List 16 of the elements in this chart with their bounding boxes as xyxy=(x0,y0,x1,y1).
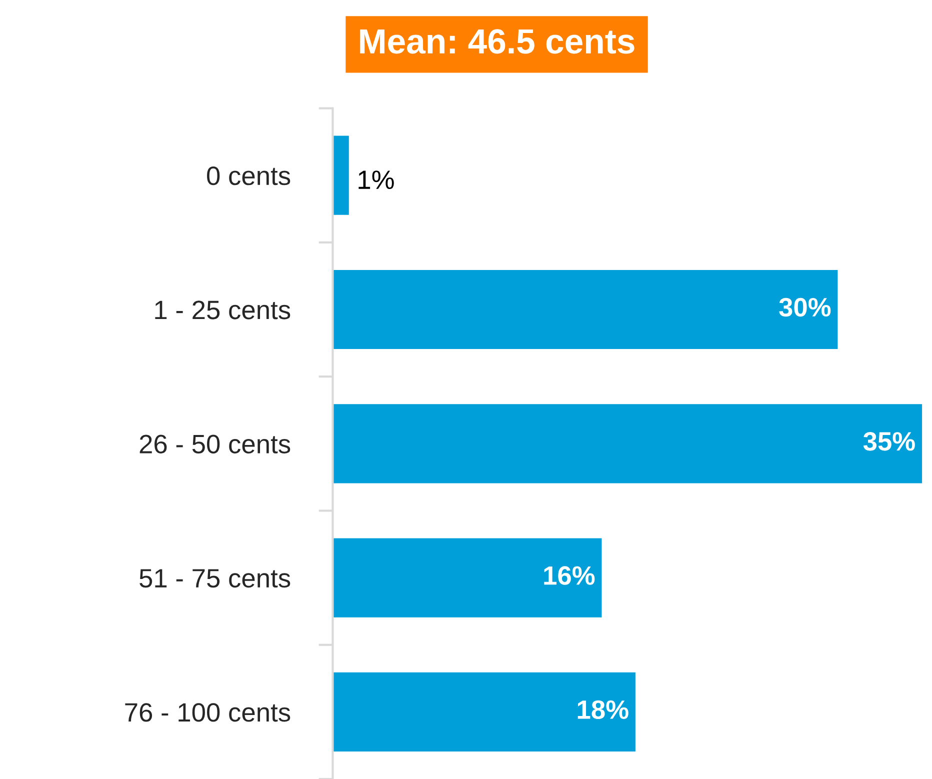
y-tick-label: 51 - 75 cents xyxy=(140,569,290,588)
data-label: 30% xyxy=(779,298,831,317)
y-tick-label: 1 - 25 cents xyxy=(155,300,290,320)
data-label: 16% xyxy=(544,566,595,585)
bar xyxy=(332,536,604,619)
y-tick-label: 26 - 50 cents xyxy=(140,434,290,454)
data-label: 18% xyxy=(578,700,628,720)
bar xyxy=(332,670,637,753)
data-label: 1% xyxy=(358,170,394,190)
y-tick-label: 76 - 100 cents xyxy=(125,703,290,722)
data-label: 35% xyxy=(863,432,915,451)
bar xyxy=(332,134,350,216)
chart-title: Mean: 46.5 cents xyxy=(360,29,634,54)
bar xyxy=(332,402,923,485)
bar xyxy=(332,268,840,350)
y-tick-label: 0 cents xyxy=(207,166,290,186)
